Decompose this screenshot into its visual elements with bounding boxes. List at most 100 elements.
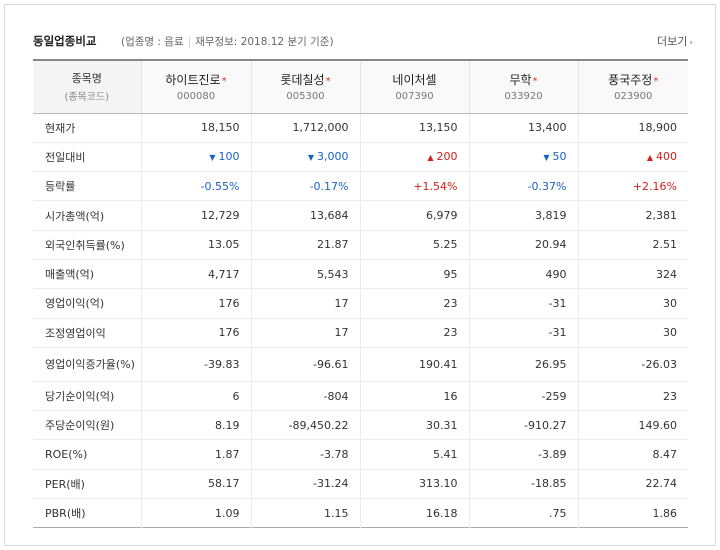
- company-name-link[interactable]: 무학*: [470, 71, 578, 88]
- table-cell: 26.95: [468, 347, 578, 382]
- cell-value: 18,900: [638, 121, 678, 135]
- row-label: 영업이익증가율(%): [33, 347, 141, 382]
- table-cell: 30.31: [359, 410, 469, 441]
- table-cell: 5.25: [359, 230, 469, 260]
- cell-value: -259: [541, 389, 567, 403]
- table-cell: 13,150: [359, 113, 469, 143]
- cell-value: 20.94: [535, 238, 567, 252]
- table-cell: ▲ 200: [359, 142, 469, 173]
- row-label: 시가총액(억): [33, 200, 141, 231]
- table-row: 조정영업이익 176 17 23 -31 30: [33, 318, 688, 348]
- finance-basis-label: 재무정보: 2018.12 분기 기준: [195, 36, 330, 48]
- cell-value: .75: [549, 506, 567, 520]
- row-label: 매출액(억): [33, 259, 141, 290]
- cell-value: 176: [218, 296, 240, 310]
- table-row: 영업이익(억) 176 17 23 -31 30: [33, 288, 688, 319]
- down-triangle-icon: ▼: [307, 153, 314, 163]
- table-cell: 16.18: [359, 498, 469, 528]
- corner-header: 종목명 (종목코드): [33, 60, 141, 114]
- cell-value: 8.19: [215, 418, 240, 432]
- table-cell: 95: [359, 259, 469, 290]
- subtitle-paren-close: ): [329, 36, 334, 48]
- table-cell: 23: [577, 381, 688, 412]
- table-cell: 2,381: [577, 200, 688, 231]
- star-icon: *: [221, 76, 227, 88]
- table-row: 주당순이익(원) 8.19 -89,450.22 30.31 -910.27 149.60: [33, 410, 688, 441]
- cell-value: 23: [443, 326, 458, 340]
- cell-value: -0.55%: [200, 179, 240, 193]
- more-link[interactable]: 더보기 ›: [657, 33, 693, 49]
- cell-value: -0.37%: [527, 179, 567, 193]
- table-cell: ▼ 100: [140, 142, 251, 173]
- table-cell: 5.41: [359, 439, 469, 470]
- company-name-link[interactable]: 롯데칠성*: [252, 71, 360, 88]
- cell-value: 13,400: [528, 121, 567, 135]
- row-label: ROE(%): [33, 439, 141, 470]
- cell-value: 1.15: [324, 506, 349, 520]
- cell-value: 400: [656, 150, 677, 164]
- cell-value: 16.18: [426, 506, 458, 520]
- cell-value: 95: [443, 267, 458, 281]
- table-cell: -910.27: [468, 410, 578, 441]
- cell-value: -31: [548, 296, 567, 310]
- cell-value: -96.61: [313, 357, 349, 371]
- cell-value: 200: [436, 150, 458, 164]
- table-cell: 8.19: [140, 410, 251, 441]
- row-label: 당기순이익(억): [33, 381, 141, 412]
- cell-value: 190.41: [419, 357, 458, 371]
- table-cell: 1.09: [140, 498, 251, 528]
- company-name-link[interactable]: 풍국주정*: [579, 71, 689, 88]
- company-code: 023900: [614, 91, 653, 103]
- table-cell: 13.05: [140, 230, 251, 260]
- table-cell: 1.86: [577, 498, 688, 528]
- cell-value: 58.17: [208, 477, 240, 491]
- cell-value: 2,381: [645, 209, 678, 223]
- company-header-007390: 네이처셀 007390: [359, 60, 469, 114]
- table-cell: 5,543: [250, 259, 360, 290]
- cell-value: 16: [443, 389, 458, 403]
- cell-value: 1.86: [652, 506, 678, 520]
- row-label: PBR(배): [45, 507, 86, 521]
- table-cell: 30: [577, 288, 688, 319]
- panel-frame: 동일업종비교 (업종명 : 음료 | 재무정보: 2018.12 분기 기준) 더보…: [4, 4, 716, 546]
- up-triangle-icon: ▲: [646, 153, 653, 163]
- table-row: 현재가 18,150 1,712,000 13,150 13,400 18,900: [33, 113, 688, 143]
- company-name-link[interactable]: 하이트진로*: [142, 71, 251, 88]
- cell-value: 1.09: [215, 506, 240, 520]
- cell-value: 100: [218, 150, 240, 164]
- cell-value: 313.10: [419, 477, 458, 491]
- cell-value: 12,729: [201, 209, 240, 223]
- table-cell: 1.87: [140, 439, 251, 470]
- cell-value: 22.74: [645, 477, 678, 491]
- company-name-link[interactable]: 네이처셀: [361, 71, 469, 88]
- cell-value: 6,979: [426, 209, 458, 223]
- table-cell: -0.37%: [468, 171, 578, 202]
- table-cell: -31: [468, 288, 578, 319]
- table-cell: -89,450.22: [250, 410, 360, 441]
- cell-value: 18,150: [201, 121, 240, 135]
- cell-value: -3.78: [320, 448, 349, 462]
- table-cell: 22.74: [577, 469, 688, 500]
- row-label: 주당순이익(원): [33, 410, 141, 441]
- cell-value: 50: [552, 150, 567, 164]
- table-cell: 18,150: [140, 113, 251, 143]
- table-cell: 18,900: [577, 113, 688, 143]
- table-cell: +2.16%: [577, 171, 688, 202]
- table-header-row: 종목명 (종목코드) 하이트진로* 000080 롯데칠성* 005300 네이처셀 00…: [33, 60, 689, 114]
- down-triangle-icon: ▼: [543, 153, 550, 163]
- cell-value: 23: [443, 296, 458, 310]
- star-icon: *: [653, 76, 659, 88]
- cell-value: -910.27: [524, 418, 567, 432]
- cell-value: 17: [334, 296, 349, 310]
- company-name: 네이처셀: [392, 73, 437, 88]
- cell-value: 5,543: [317, 267, 349, 281]
- table-cell: .75: [468, 498, 578, 528]
- table-cell: 23: [359, 318, 469, 348]
- cell-value: +1.54%: [413, 179, 458, 193]
- table-cell: -0.17%: [250, 171, 360, 202]
- table-cell: 149.60: [577, 410, 688, 441]
- table-cell: -26.03: [577, 347, 688, 382]
- cell-value: 21.87: [317, 238, 349, 252]
- cell-value: 176: [218, 326, 240, 340]
- row-label: 전일대비: [33, 142, 141, 173]
